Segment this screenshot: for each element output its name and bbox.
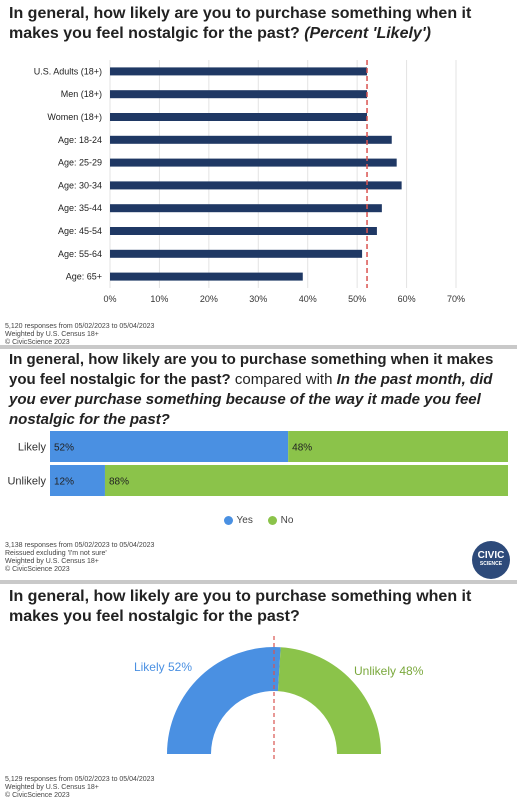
chart2-data-label: 52% <box>54 443 74 454</box>
legend-label-no: No <box>280 515 294 526</box>
logo-text-science: SCIENCE <box>479 561 503 567</box>
half-donut-label-unlikely: Unlikely 48% <box>354 664 424 678</box>
chart1-title: In general, how likely are you to purcha… <box>9 4 514 44</box>
chart1-category-label: Age: 30-34 <box>58 180 102 190</box>
panel-nostalgia-crosstab: In general, how likely are you to purcha… <box>0 349 517 580</box>
chart1-category-label: Age: 35-44 <box>58 203 102 213</box>
chart1-category-label: Age: 45-54 <box>58 226 102 236</box>
chart1-bar-chart: U.S. Adults (18+) Men (18+) Women (18+) Age… <box>34 60 465 304</box>
chart1-x-tick-label: 30% <box>249 294 267 304</box>
chart1-x-tick-label: 70% <box>447 294 465 304</box>
chart3-footnote: 5,129 responses from 05/02/2023 to 05/04… <box>5 776 155 783</box>
chart1-category-label: U.S. Adults (18+) <box>34 66 102 76</box>
chart1-x-tick-label: 0% <box>103 294 116 304</box>
chart1-bar <box>110 227 377 235</box>
chart2-category-label: Unlikely <box>7 476 46 488</box>
chart1-title-main: In general, how likely are you to purcha… <box>9 5 472 42</box>
legend-item-no: No <box>267 515 294 526</box>
chart1-category-label: Age: 65+ <box>66 272 102 282</box>
chart1-bar <box>110 272 303 281</box>
chart2-title-main: In general, how likely are you to purcha… <box>9 351 494 388</box>
chart1-bar <box>110 113 368 121</box>
half-donut-label-likely: Likely 52% <box>134 660 192 674</box>
chart1-bar <box>110 204 382 213</box>
chart1-bar <box>110 158 397 167</box>
chart2-footnotes: 3,138 responses from 05/02/2023 to 05/04… <box>5 542 154 574</box>
legend-label-yes: Yes <box>236 515 253 526</box>
chart1-footnotes: 5,120 responses from 05/02/2023 to 05/04… <box>5 323 154 347</box>
legend-swatch-yes <box>223 515 233 525</box>
chart2-data-label: 12% <box>54 477 74 488</box>
chart1-bar <box>110 90 368 99</box>
chart1-bar <box>110 249 363 258</box>
chart1-category-label: Women (18+) <box>47 112 102 122</box>
chart2-bar-segment-yes <box>50 465 105 496</box>
chart1-title-italic: (Percent 'Likely') <box>304 25 431 42</box>
chart2-legend: Yes No <box>0 515 517 526</box>
chart3-title: In general, how likely are you to purcha… <box>9 588 472 625</box>
legend-swatch-no <box>267 515 277 525</box>
half-donut-slice-unlikely <box>277 647 381 754</box>
half-donut-slice-likely <box>167 647 281 754</box>
chart2-footnote: Reissued excluding 'I'm not sure' <box>5 550 107 557</box>
chart2-title-italic: In the past month, did you ever purchase… <box>9 371 493 428</box>
chart1-x-tick-label: 40% <box>299 294 317 304</box>
civicscience-logo: CIVIC SCIENCE <box>472 541 510 579</box>
panel-divider <box>0 580 517 584</box>
chart2-data-label: 88% <box>109 477 129 488</box>
chart1-x-tick-label: 20% <box>200 294 218 304</box>
chart2-title-mid: compared with <box>230 371 337 388</box>
chart2-bar-segment-no <box>104 465 509 496</box>
chart2-stacked-bar-chart: Likely Unlikely 52% 48% 12% 88% <box>7 431 509 496</box>
chart2-category-label: Likely <box>18 442 47 454</box>
chart3-footnotes: 5,129 responses from 05/02/2023 to 05/04… <box>5 776 154 800</box>
chart2-bar-segment-no <box>288 431 508 462</box>
panel-nostalgia-gauge: In general, how likely are you to purcha… <box>0 584 517 804</box>
panel-divider <box>0 345 517 349</box>
chart1-category-label: Age: 55-64 <box>58 249 102 259</box>
chart1-category-label: Age: 18-24 <box>58 135 102 145</box>
logo-text-civic: CIVIC <box>477 550 505 561</box>
chart2-data-label: 48% <box>292 443 312 454</box>
chart1-footnote: 5,120 responses from 05/02/2023 to 05/04… <box>5 323 155 330</box>
chart2-footnote: © CivicScience 2023 <box>5 566 70 573</box>
chart1-x-tick-label: 50% <box>348 294 366 304</box>
chart1-x-tick-label: 60% <box>398 294 416 304</box>
chart1-footnote: Weighted by U.S. Census 18+ <box>5 331 99 338</box>
legend-item-yes: Yes <box>223 515 253 526</box>
chart1-bar <box>110 181 402 190</box>
chart1-bar <box>110 67 368 76</box>
chart1-category-label: Men (18+) <box>61 89 102 99</box>
chart3-half-donut: Likely 52% Unlikely 48% <box>134 636 424 760</box>
chart2-footnote: Weighted by U.S. Census 18+ <box>5 558 99 565</box>
chart3-footnote: © CivicScience 2023 <box>5 792 70 799</box>
chart1-bar <box>110 135 392 144</box>
chart3-footnote: Weighted by U.S. Census 18+ <box>5 784 99 791</box>
chart1-x-tick-label: 10% <box>150 294 168 304</box>
panel-nostalgia-likely-by-group: In general, how likely are you to purcha… <box>0 0 517 347</box>
chart1-footnote: © CivicScience 2023 <box>5 339 70 346</box>
chart1-category-label: Age: 25-29 <box>58 158 102 168</box>
chart2-bar-segment-yes <box>50 431 289 462</box>
chart2-title: In general, how likely are you to purcha… <box>9 350 514 430</box>
chart2-footnote: 3,138 responses from 05/02/2023 to 05/04… <box>5 542 155 549</box>
